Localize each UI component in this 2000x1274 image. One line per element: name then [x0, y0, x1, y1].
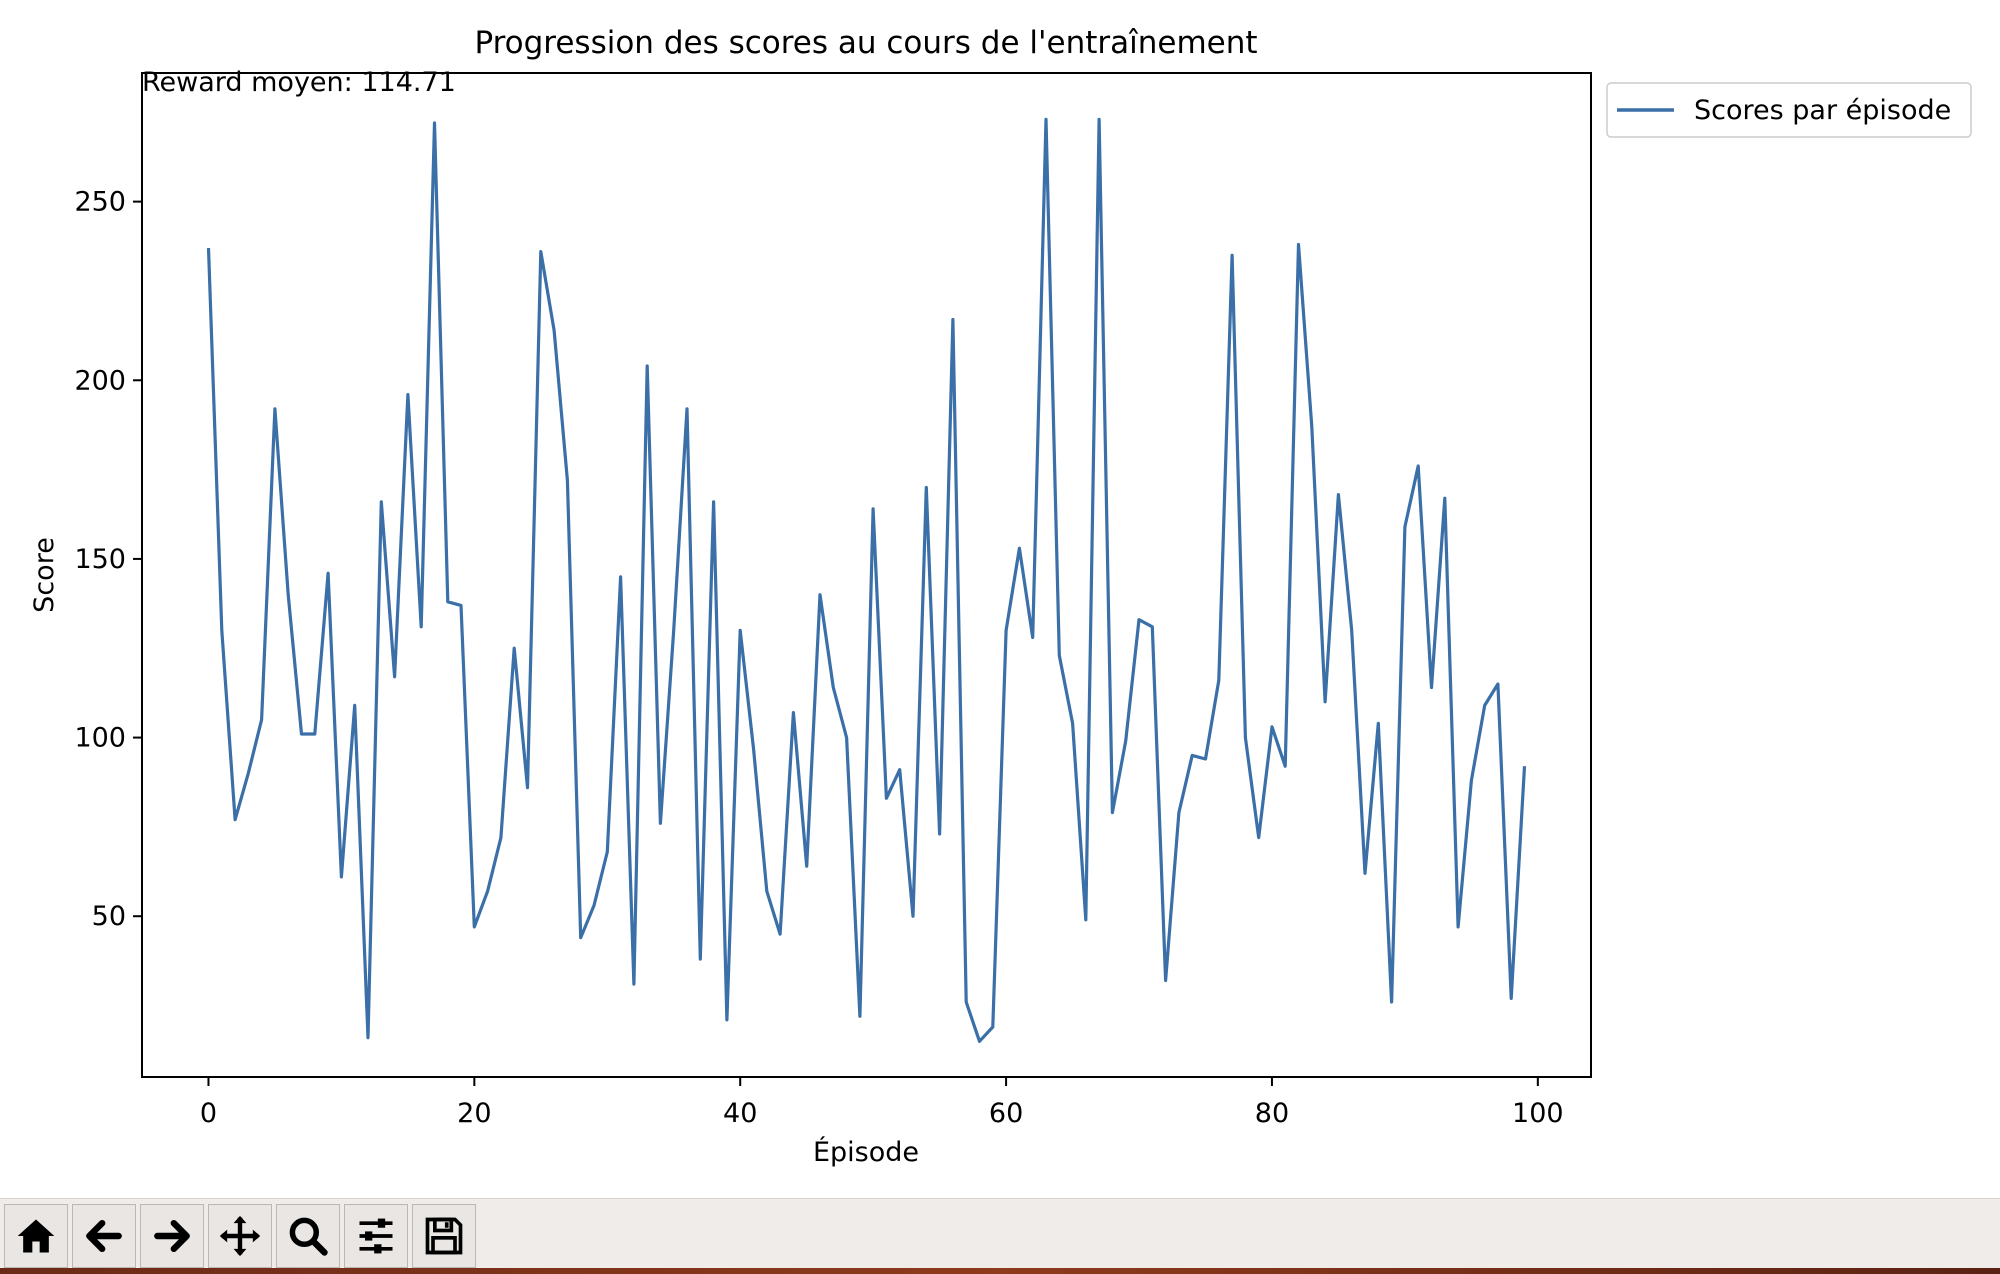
- pan-button[interactable]: [208, 1204, 272, 1268]
- legend-label: Scores par épisode: [1694, 95, 1951, 126]
- arrow-right-icon: [154, 1219, 190, 1253]
- home-icon: [17, 1219, 55, 1253]
- y-axis-label: Score: [29, 537, 60, 613]
- x-axis-label: Épisode: [813, 1136, 919, 1168]
- magnifier-icon: [289, 1217, 328, 1256]
- mean-reward-annotation: Reward moyen: 114.71: [142, 67, 456, 98]
- y-tick-label: 150: [74, 544, 126, 575]
- x-tick-label: 0: [200, 1098, 217, 1129]
- zoom-button[interactable]: [276, 1204, 340, 1268]
- configure-subplots-button[interactable]: [344, 1204, 408, 1268]
- y-axis: 50 100 150 200 250: [74, 187, 142, 932]
- save-button[interactable]: [412, 1204, 476, 1268]
- sliders-icon: [359, 1218, 393, 1254]
- back-button[interactable]: [72, 1204, 136, 1268]
- legend: Scores par épisode: [1606, 82, 1972, 138]
- y-tick-label: 200: [74, 365, 126, 396]
- x-tick-label: 20: [457, 1098, 491, 1129]
- series-line-scores-par-episode: [206, 117, 1527, 1043]
- plot-area: [141, 72, 1592, 1078]
- y-tick-label: 250: [74, 187, 126, 218]
- navigation-toolbar: [0, 1198, 2000, 1269]
- figure-area: Progression des scores au cours de l'ent…: [29, 25, 1972, 1168]
- floppy-disk-icon: [425, 1217, 463, 1255]
- home-button[interactable]: [4, 1204, 68, 1268]
- window-bottom-edge: [0, 1268, 2000, 1274]
- move-icon: [219, 1215, 261, 1257]
- line-chart: Progression des scores au cours de l'ent…: [29, 25, 1972, 1168]
- x-tick-label: 40: [723, 1098, 757, 1129]
- forward-button[interactable]: [140, 1204, 204, 1268]
- x-tick-label: 100: [1512, 1098, 1564, 1129]
- y-tick-label: 50: [92, 901, 126, 932]
- x-tick-label: 80: [1255, 1098, 1289, 1129]
- y-tick-label: 100: [74, 723, 126, 754]
- x-tick-label: 60: [989, 1098, 1023, 1129]
- legend-box: [1606, 82, 1972, 138]
- chart-title: Progression des scores au cours de l'ent…: [474, 25, 1257, 61]
- x-axis: 0 20 40 60 80 100: [200, 1077, 1564, 1129]
- arrow-left-icon: [86, 1219, 122, 1253]
